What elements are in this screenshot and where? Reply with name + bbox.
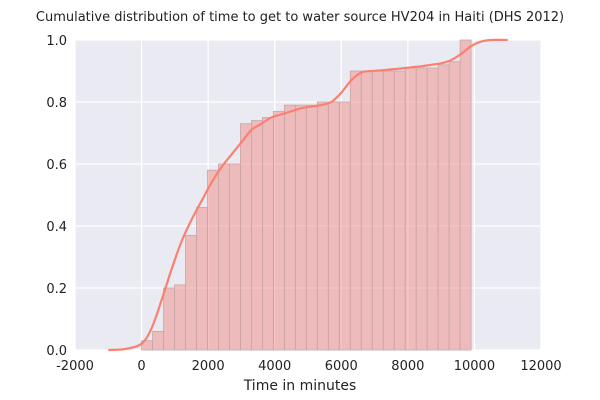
y-tick-label: 0.6 xyxy=(46,158,67,173)
x-tick-label: 8000 xyxy=(391,359,424,374)
histogram-bar xyxy=(294,104,307,351)
histogram-bar xyxy=(404,67,417,351)
histogram-bar xyxy=(218,163,230,351)
y-tick-labels: 0.0 0.2 0.4 0.6 0.8 1.0 xyxy=(46,34,67,359)
histogram-bar xyxy=(207,169,219,351)
y-tick-label: 0.0 xyxy=(46,344,67,359)
histogram-bar xyxy=(415,67,428,351)
x-tick-label: -2000 xyxy=(56,359,94,374)
x-tick-label: 12000 xyxy=(520,359,561,374)
y-tick-label: 0.2 xyxy=(46,282,67,297)
histogram-bar xyxy=(448,61,461,351)
x-tick-label: 0 xyxy=(137,359,145,374)
histogram-bar xyxy=(261,117,274,351)
histogram-bar xyxy=(338,101,351,351)
x-axis-label: Time in minutes xyxy=(243,378,357,394)
y-tick-label: 1.0 xyxy=(46,34,67,49)
histogram-bar xyxy=(163,287,175,351)
histogram-bar xyxy=(382,70,395,351)
x-tick-label: 2000 xyxy=(192,359,225,374)
histogram-bar xyxy=(196,206,208,351)
histogram-bar xyxy=(240,123,252,351)
histogram-bar xyxy=(283,104,296,351)
histogram-bar xyxy=(229,163,241,351)
histogram-bar xyxy=(459,39,472,351)
histogram-bar xyxy=(152,330,164,351)
y-tick-label: 0.4 xyxy=(46,220,67,235)
chart-title: Cumulative distribution of time to get t… xyxy=(36,10,564,25)
histogram-bar xyxy=(316,101,329,351)
histogram-bar xyxy=(393,70,406,351)
histogram-bar xyxy=(251,120,263,351)
x-tick-labels: -2000 0 2000 4000 6000 8000 10000 12000 xyxy=(56,359,562,374)
histogram-bar xyxy=(360,70,373,351)
histogram-bar xyxy=(305,104,318,351)
histogram-bar xyxy=(327,101,340,351)
histogram-bar xyxy=(426,67,439,351)
histogram-bar xyxy=(437,64,450,351)
histogram-bar xyxy=(371,70,384,351)
kde-cumulative-line xyxy=(108,38,508,352)
histogram-bar xyxy=(349,70,362,351)
x-tick-label: 10000 xyxy=(454,359,495,374)
histogram-bar xyxy=(174,284,186,351)
histogram-bar xyxy=(272,110,285,351)
histogram-bar xyxy=(185,234,197,351)
x-tick-label: 6000 xyxy=(325,359,358,374)
histogram-bars xyxy=(141,39,472,351)
x-tick-label: 4000 xyxy=(258,359,291,374)
y-tick-label: 0.8 xyxy=(46,96,67,111)
